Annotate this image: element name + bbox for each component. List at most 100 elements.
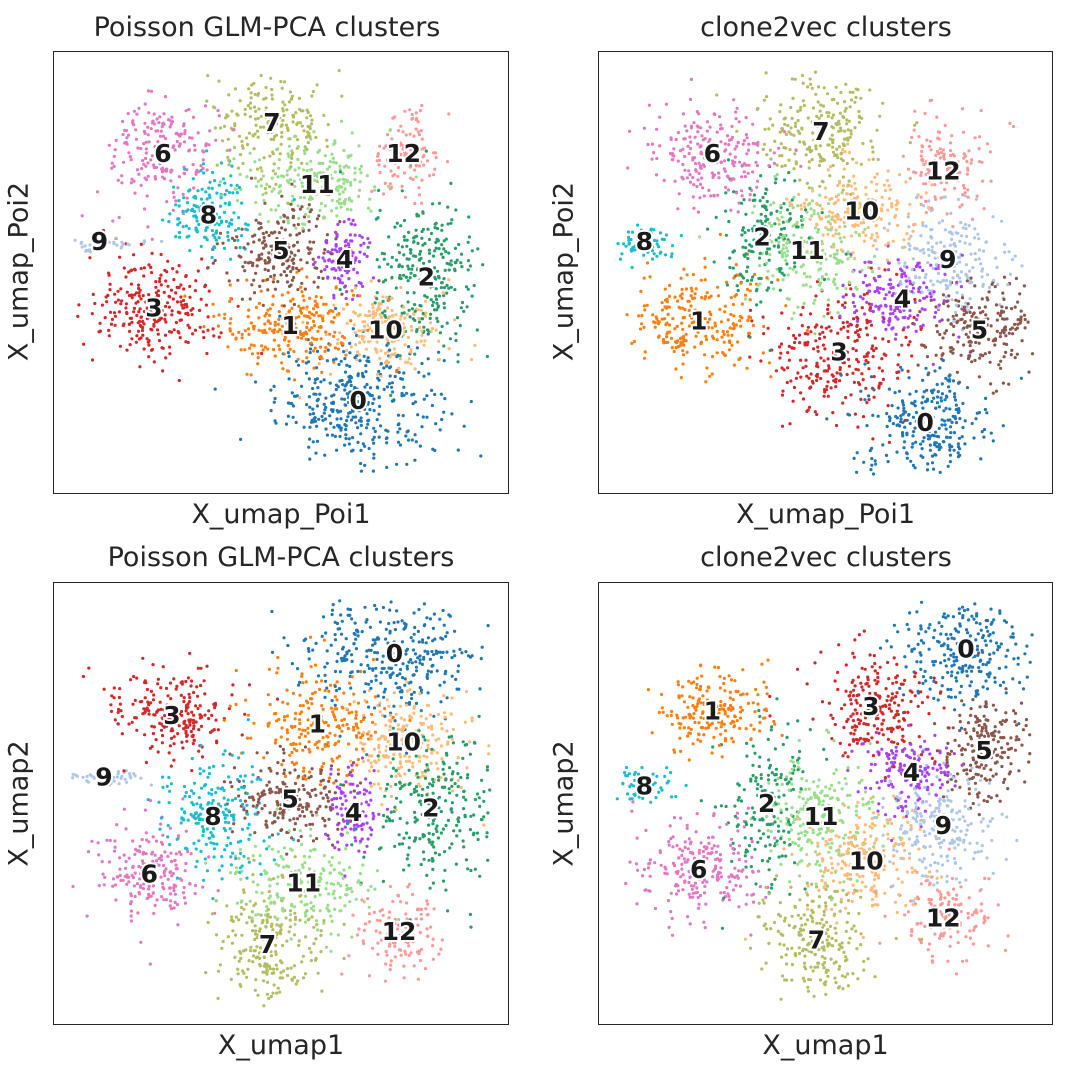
cluster-0-point <box>863 398 867 402</box>
cluster-5-point <box>296 288 300 292</box>
cluster-10-point <box>852 212 856 216</box>
cluster-2-point <box>746 256 750 261</box>
cluster-10-point <box>851 191 855 196</box>
cluster-0-point <box>411 402 415 406</box>
cluster-1-point <box>625 313 629 317</box>
cluster-3-point <box>129 282 133 286</box>
cluster-2-point <box>455 258 459 262</box>
cluster-9-point <box>958 276 962 280</box>
cluster-10-point <box>874 189 878 193</box>
cluster-6-point <box>701 138 705 142</box>
cluster-10-point <box>397 327 401 331</box>
cluster-11-point <box>828 254 833 258</box>
cluster-6-point <box>702 164 706 168</box>
cluster-2-point <box>400 245 404 249</box>
cluster-5-point <box>281 262 285 266</box>
cluster-5-point <box>283 214 287 218</box>
cluster-8-point <box>204 228 208 232</box>
cluster-0-point <box>910 445 914 449</box>
cluster-7-point <box>295 138 300 142</box>
cluster-5-point <box>952 324 956 328</box>
cluster-2-point <box>767 258 771 262</box>
cluster-7-point <box>768 148 772 152</box>
cluster-11-point <box>327 192 331 197</box>
cluster-12-point <box>967 149 971 153</box>
cluster-5-point <box>272 273 276 277</box>
cluster-11-point <box>813 226 817 230</box>
cluster-5-point <box>946 304 950 308</box>
cluster-11-point <box>849 254 853 259</box>
cluster-3-point <box>167 305 171 309</box>
cluster-4-point <box>890 327 894 331</box>
cluster-9-point <box>958 239 962 243</box>
cluster-3-point <box>877 366 881 370</box>
cluster-7-point <box>805 147 809 151</box>
cluster-0-point <box>304 371 309 375</box>
cluster-4-point <box>345 271 349 275</box>
cluster-0-point <box>343 357 347 361</box>
cluster-12-point <box>961 193 965 197</box>
cluster-1-point <box>278 328 282 332</box>
cluster-11-point <box>333 170 337 174</box>
cluster-3-point <box>134 291 139 295</box>
cluster-0-point <box>315 439 320 443</box>
cluster-0-point <box>269 409 273 413</box>
cluster-11-point <box>296 173 300 177</box>
cluster-10-point <box>371 302 375 307</box>
cluster-3-point <box>103 316 107 320</box>
cluster-10-point <box>321 314 325 318</box>
cluster-12-point <box>927 144 932 148</box>
cluster-6-point <box>745 136 749 140</box>
cluster-3-point <box>844 395 848 400</box>
cluster-10-point <box>424 314 428 318</box>
cluster-8-point <box>204 190 208 194</box>
cluster-2-point <box>758 199 762 203</box>
cluster-0-point <box>363 391 367 395</box>
cluster-5-point <box>943 331 947 335</box>
cluster-6-point <box>748 193 752 197</box>
cluster-10-point <box>836 198 840 202</box>
cluster-1-point <box>667 323 672 327</box>
cluster-8-point <box>203 235 207 239</box>
cluster-4-point <box>917 287 921 291</box>
cluster-2-point <box>756 219 760 223</box>
cluster-8-point <box>616 242 620 246</box>
cluster-1-point <box>663 305 667 309</box>
cluster-11-point <box>306 189 310 193</box>
cluster-11-point <box>353 171 357 175</box>
cluster-8-point <box>664 233 668 237</box>
cluster-1-point <box>297 315 301 319</box>
cluster-8-point <box>219 161 223 165</box>
cluster-5-point <box>312 280 316 284</box>
cluster-0-point <box>331 358 336 362</box>
cluster-5-point <box>240 297 244 301</box>
cluster-2-point <box>435 301 439 305</box>
cluster-11-point <box>860 268 864 272</box>
cluster-2-point <box>433 308 437 312</box>
cluster-1-point <box>318 355 322 359</box>
cluster-2-point <box>751 229 755 233</box>
cluster-10-point <box>390 340 394 344</box>
cluster-4-point <box>922 296 926 300</box>
cluster-1-point <box>271 347 276 352</box>
cluster-1-point <box>681 327 685 331</box>
cluster-1-point <box>715 338 719 342</box>
cluster-10-point <box>381 295 385 299</box>
cluster-6-point <box>170 115 174 119</box>
cluster-10-point <box>799 207 803 211</box>
cluster-0-point <box>439 392 443 396</box>
cluster-2-point <box>409 251 413 255</box>
cluster-11-point <box>796 305 800 309</box>
cluster-0-point <box>372 397 376 401</box>
cluster-0-point <box>921 421 925 425</box>
cluster-5-point <box>273 287 277 291</box>
cluster-2-point <box>439 252 443 256</box>
cluster-3-point <box>766 326 770 330</box>
cluster-6-point <box>708 142 712 146</box>
cluster-3-point <box>864 326 868 330</box>
cluster-6-point <box>163 95 168 99</box>
cluster-10-point <box>830 211 834 215</box>
cluster-6-point <box>714 147 718 151</box>
cluster-0-point <box>438 428 442 432</box>
cluster-9-point <box>974 197 979 201</box>
